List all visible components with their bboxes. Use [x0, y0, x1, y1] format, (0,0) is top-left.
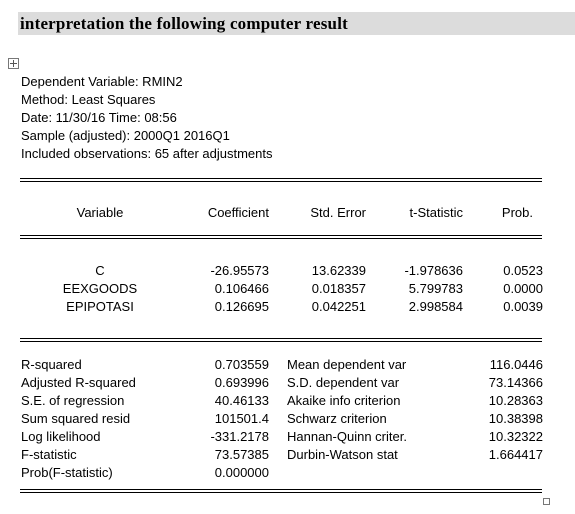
stat-label: Sum squared resid [21, 411, 131, 426]
stat-label: Akaike info criterion [287, 393, 401, 408]
dependent-variable-line: Dependent Variable: RMIN2 [21, 74, 183, 89]
header-std-error: Std. Error [310, 205, 366, 220]
header-prob: Prob. [501, 205, 533, 220]
table-move-handle-icon[interactable] [8, 58, 19, 69]
coefficients-bottom-rule [20, 338, 542, 342]
coefficient-cell: 0.126695 [214, 299, 269, 314]
stat-value: 40.46133 [214, 393, 269, 408]
stat-value: 0.000000 [214, 465, 269, 480]
table-resize-handle-icon[interactable] [543, 498, 550, 505]
sample-line: Sample (adjusted): 2000Q1 2016Q1 [21, 128, 230, 143]
header-coefficient: Coefficient [207, 205, 269, 220]
table-bottom-rule [20, 489, 542, 493]
stat-value: 10.38398 [488, 411, 543, 426]
stat-label: S.D. dependent var [287, 375, 400, 390]
t-statistic-cell: 5.799783 [408, 281, 463, 296]
variable-cell: EEXGOODS [62, 281, 138, 296]
variable-cell: C [95, 263, 105, 278]
prob-cell: 0.0523 [503, 263, 543, 278]
stat-value: 0.703559 [214, 357, 269, 372]
stat-label: Durbin-Watson stat [287, 447, 398, 462]
prob-cell: 0.0039 [503, 299, 543, 314]
stat-label: Hannan-Quinn criter. [287, 429, 407, 444]
stat-label: S.E. of regression [21, 393, 125, 408]
observations-line: Included observations: 65 after adjustme… [21, 146, 273, 161]
stat-label: F-statistic [21, 447, 77, 462]
stat-value: 1.664417 [488, 447, 543, 462]
stat-value: 116.0446 [489, 357, 543, 372]
coefficient-cell: 0.106466 [214, 281, 269, 296]
header-t-statistic: t-Statistic [409, 205, 463, 220]
std-error-cell: 13.62339 [311, 263, 366, 278]
stat-value: 73.14366 [488, 375, 543, 390]
std-error-cell: 0.018357 [311, 281, 366, 296]
prob-cell: 0.0000 [503, 281, 543, 296]
stat-label: Prob(F-statistic) [21, 465, 113, 480]
stat-label: Mean dependent var [287, 357, 407, 372]
coefficient-cell: -26.95573 [210, 263, 269, 278]
stat-label: Adjusted R-squared [21, 375, 136, 390]
stat-value: 10.28363 [488, 393, 543, 408]
t-statistic-cell: -1.978636 [404, 263, 463, 278]
stat-label: R-squared [21, 357, 82, 372]
method-line: Method: Least Squares [21, 92, 156, 107]
header-variable: Variable [76, 205, 124, 220]
stat-value: 10.32322 [488, 429, 543, 444]
stat-label: Log likelihood [21, 429, 101, 444]
stat-value: 101501.4 [214, 411, 269, 426]
stat-value: 0.693996 [214, 375, 269, 390]
std-error-cell: 0.042251 [311, 299, 366, 314]
heading-highlight [18, 12, 575, 35]
table-top-rule [20, 178, 542, 182]
stat-value: 73.57385 [214, 447, 269, 462]
date-line: Date: 11/30/16 Time: 08:56 [21, 110, 177, 125]
page-title: interpretation the following computer re… [20, 14, 348, 33]
stat-label: Schwarz criterion [287, 411, 387, 426]
header-rule [20, 235, 542, 239]
variable-cell: EPIPOTASI [66, 299, 134, 314]
stat-value: -331.2178 [210, 429, 269, 444]
t-statistic-cell: 2.998584 [408, 299, 463, 314]
